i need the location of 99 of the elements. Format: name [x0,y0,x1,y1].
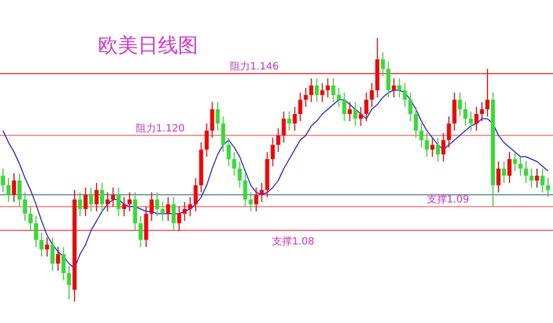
candlestick [232,152,236,176]
candlestick [166,196,170,222]
candlestick [177,206,182,231]
candlestick [512,152,517,172]
candlestick [507,152,512,184]
ref-line-label: 阻力1.146 [230,60,279,73]
candlestick [260,182,264,202]
candlestick [56,246,60,272]
candlestick [111,187,116,208]
candlestick [534,168,539,188]
candlestick [287,111,292,132]
candlestick [408,92,412,122]
candlestick [496,161,500,193]
candlestick [392,78,396,98]
candlestick [1,168,5,193]
candlestick [160,201,165,222]
candlestick [89,187,94,212]
candlestick [34,216,38,248]
candlestick [238,161,242,188]
candlestick [150,192,154,222]
candlestick [94,182,99,212]
candlestick [402,82,407,108]
candlestick [304,87,308,108]
candlestick [298,92,302,122]
candlestick [436,137,440,162]
candlestick [133,192,138,231]
candlestick [210,102,214,138]
candlestick [502,161,506,184]
candlestick [138,216,143,248]
candlestick [292,106,297,132]
candlestick [358,106,363,126]
candlestick [331,78,336,103]
candlestick [194,178,198,212]
ref-line-label: 阻力1.120 [136,122,185,134]
candlestick [270,137,275,167]
candlestick [452,92,456,132]
candlestick [485,68,490,117]
candlestick [419,123,424,148]
candlestick [529,168,534,188]
candlestick [188,196,192,217]
candlestick [248,192,253,212]
candlestick [28,206,33,231]
candlestick [463,102,468,126]
candlestick [182,201,187,222]
candlestick [468,111,473,132]
candlestick [67,266,72,300]
candlestick [348,102,352,122]
ref-line-label: 支撑1.08 [272,235,314,248]
candlestick [216,102,220,132]
candlestick [546,178,550,198]
candlestick [128,192,132,212]
candlestick [221,116,226,152]
candlestick [480,102,484,122]
candlestick [276,128,280,152]
candlestick [45,237,50,257]
candlestick [353,102,358,126]
candlestick [326,78,330,98]
candlestick [6,178,11,202]
candlestick [380,52,385,76]
candlestick [524,161,528,184]
candlestick [23,192,28,222]
candlestick [364,92,368,122]
candlestick [78,192,82,217]
candlestick [100,182,104,212]
candlestick [84,187,88,217]
candlestick [243,172,248,208]
candlestick [430,137,434,158]
text: 欧美日线图 [98,33,198,57]
candlestick [309,78,314,103]
candlestick [62,246,66,281]
candlestick [282,111,286,143]
candlestick [204,123,209,158]
candlestick [342,92,346,122]
candlestick [155,192,160,217]
ref-line-label: 支撑1.09 [426,194,470,206]
candlestick [518,156,522,176]
candlestick [397,78,402,98]
candlestick [106,192,110,212]
candlestick [424,132,429,158]
candlestick [314,78,319,103]
candlestick [441,132,446,162]
candlestick [370,82,374,108]
candlestick [122,196,126,217]
candlestick [320,82,324,103]
candlestick [414,106,418,138]
candlestick [540,168,544,193]
candlestick [50,237,55,272]
candlestick [40,232,44,257]
candlestick [226,137,231,167]
candlestick [18,172,22,208]
candlestick [336,87,341,108]
candlestick [254,187,258,212]
candlestick [458,92,462,117]
candlestick [12,172,16,202]
candlestick [474,106,478,132]
candlestick [386,61,390,98]
candlestick [172,196,176,231]
candlestick [446,116,451,148]
candlestick [116,187,121,217]
